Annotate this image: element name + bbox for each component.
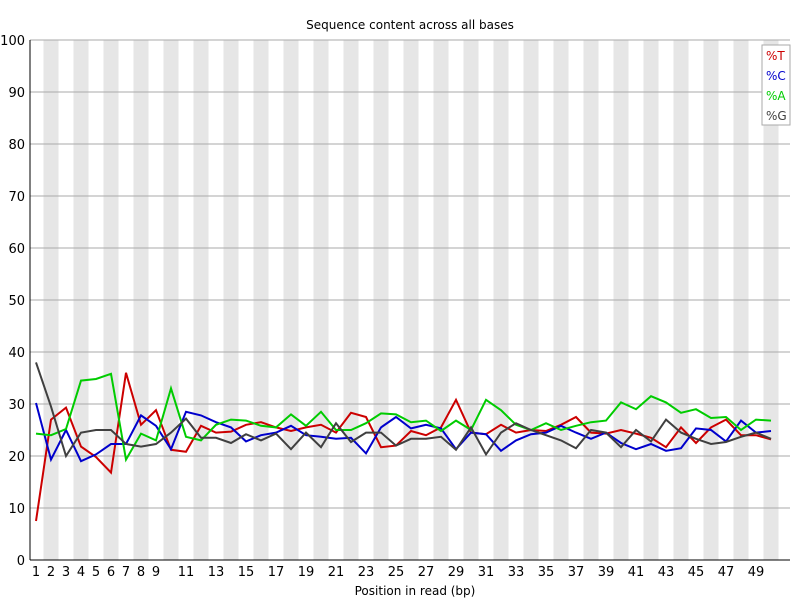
x-tick-label: 33 [508,565,525,580]
x-tick-label: 21 [328,565,345,580]
x-tick-label: 27 [418,565,435,580]
series-line-pct-g [35,362,772,459]
series-lines [35,362,772,522]
x-tick-label: 25 [388,565,405,580]
y-tick-label: 50 [8,294,25,309]
x-tick-label: 37 [568,565,585,580]
legend: %T %C %A %G [761,44,791,126]
y-tick-label: 0 [17,554,25,569]
x-tick-label: 41 [628,565,645,580]
x-tick-label: 2 [47,565,55,580]
x-tick-label: 39 [598,565,615,580]
y-tick-label: 90 [8,86,25,101]
x-tick-label: 23 [358,565,375,580]
x-tick-label: 3 [62,565,70,580]
x-tick-label: 15 [238,565,255,580]
legend-entry: %C [766,69,786,83]
legend-entry: %T [766,49,785,63]
horizontal-gridlines [30,39,790,509]
series-line-pct-a [35,372,772,463]
y-tick-label: 80 [8,138,25,153]
x-tick-label: 31 [478,565,495,580]
y-tick-label: 70 [8,190,25,205]
y-tick-label: 10 [8,502,25,517]
x-tick-label: 17 [268,565,285,580]
y-tick-label: 20 [8,450,25,465]
x-tick-label: 49 [748,565,765,580]
x-tick-labels: 1 2 3 4 5 6 7 8 9 11 13 15 17 19 21 23 25 27 29 31 33 35 37 39 4… [32,565,764,580]
x-tick-label: 35 [538,565,555,580]
series-line-pct-t [35,372,772,522]
x-tick-label: 29 [448,565,465,580]
x-tick-label: 13 [208,565,225,580]
x-tick-label: 4 [77,565,85,580]
y-tick-label: 30 [8,398,25,413]
x-tick-label: 1 [32,565,40,580]
x-tick-label: 47 [718,565,735,580]
x-tick-label: 19 [298,565,315,580]
x-tick-label: 7 [122,565,130,580]
x-tick-label: 6 [107,565,115,580]
x-tick-label: 8 [137,565,145,580]
legend-box [761,44,791,126]
x-tick-label: 9 [152,565,160,580]
x-tick-label: 45 [688,565,705,580]
legend-entry: %A [766,89,786,103]
y-tick-label: 100 [0,34,25,49]
x-tick-label: 11 [178,565,195,580]
x-axis-label: Position in read (bp) [355,584,476,598]
legend-entry: %G [766,109,787,123]
y-tick-label: 60 [8,242,25,257]
x-tick-label: 43 [658,565,675,580]
axes [29,40,790,561]
y-tick-labels: 0 10 20 30 40 50 60 70 80 90 100 [0,34,25,569]
x-tick-label: 5 [92,565,100,580]
chart-title: Sequence content across all bases [306,18,514,32]
y-tick-label: 40 [8,346,25,361]
